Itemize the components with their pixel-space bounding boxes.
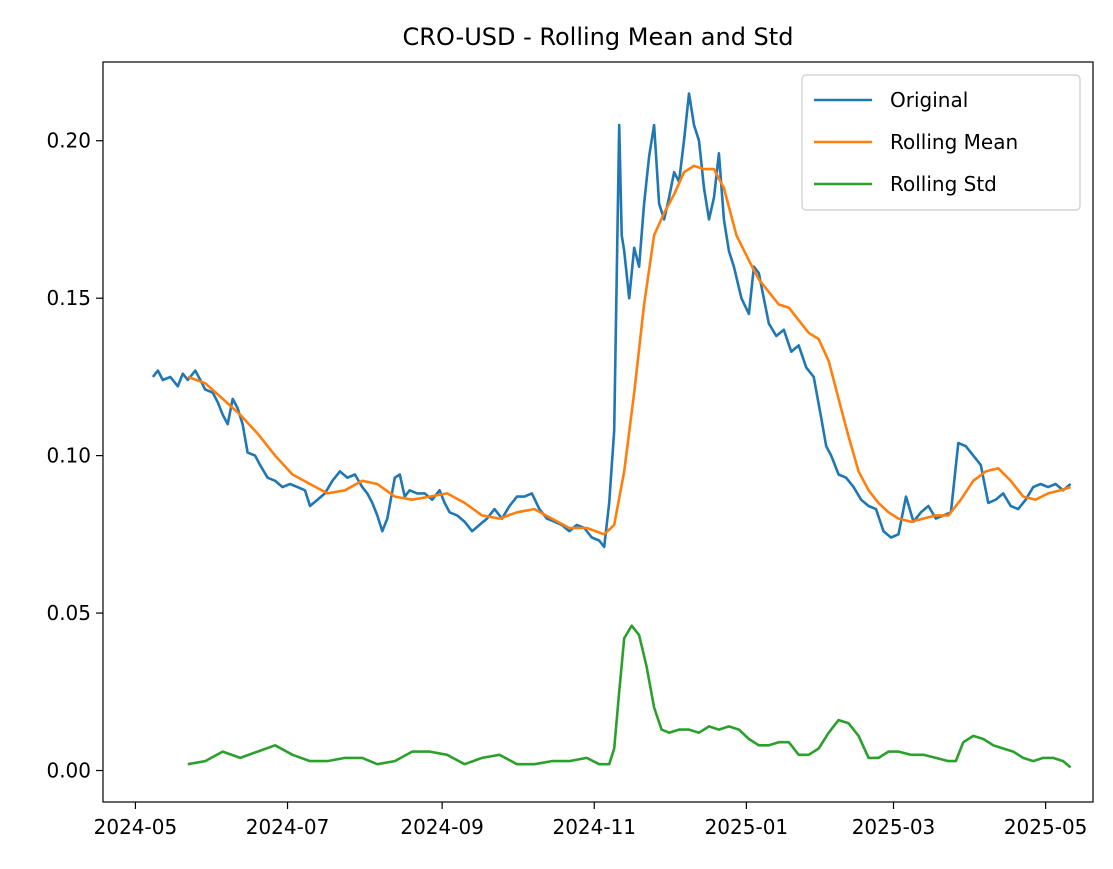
series-line-rolling-mean	[187, 164, 1071, 536]
x-tick-label: 2025-05	[1004, 815, 1088, 839]
legend-box	[801, 74, 1081, 211]
y-tick-label: 0.00	[46, 759, 91, 783]
legend-label-rolling-std: Rolling Std	[890, 172, 997, 196]
x-axis: 2024-05 2024-07 2024-09 2024-11 2025-01 2025-…	[94, 802, 1088, 839]
y-axis: 0.00 0.05 0.10 0.15 0.20	[46, 129, 103, 783]
legend[interactable]: Original Rolling Mean Rolling Std	[801, 74, 1081, 211]
plot-frame	[102, 61, 1094, 803]
x-tick-label: 2024-05	[94, 815, 178, 839]
chart-title: CRO-USD - Rolling Mean and Std	[403, 23, 794, 51]
series-line-rolling-std	[187, 624, 1072, 769]
x-tick-label: 2024-09	[400, 815, 484, 839]
y-tick-label: 0.15	[46, 286, 91, 310]
series-line-original	[151, 92, 1072, 549]
x-tick-label: 2025-03	[852, 815, 936, 839]
y-tick-label: 0.10	[46, 444, 91, 468]
plot-area	[151, 92, 1072, 769]
legend-label-rolling-mean: Rolling Mean	[890, 130, 1018, 154]
x-tick-label: 2024-11	[552, 815, 636, 839]
x-tick-label: 2024-07	[246, 815, 330, 839]
y-tick-label: 0.20	[46, 129, 91, 153]
legend-label-original: Original	[890, 88, 968, 112]
x-tick-label: 2025-01	[705, 815, 789, 839]
y-tick-label: 0.05	[46, 601, 91, 625]
